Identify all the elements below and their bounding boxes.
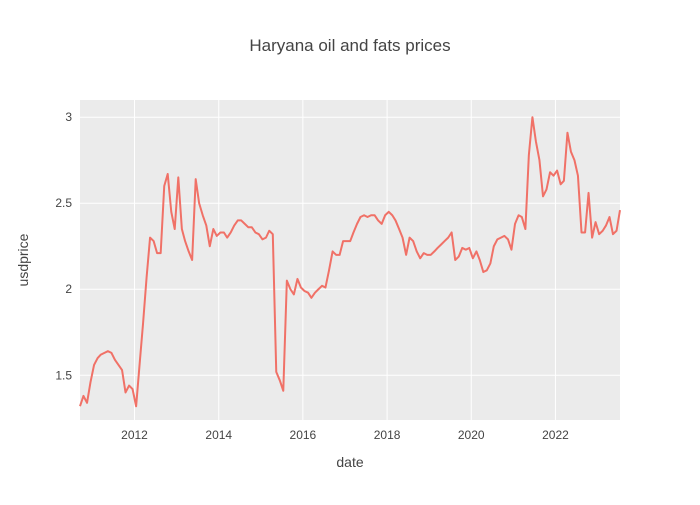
y-axis-title: usdprice [15, 233, 31, 286]
y-tick-label: 2.5 [55, 196, 72, 210]
x-tick-label: 2014 [205, 428, 232, 442]
x-tick-label: 2018 [374, 428, 401, 442]
tick-labels: 1.5 2 2.5 3 2012 2014 2016 2018 2020 2022 [55, 110, 569, 442]
x-axis-title: date [336, 454, 363, 470]
plot-area [80, 100, 620, 420]
y-tick-label: 1.5 [55, 368, 72, 382]
series-line [79, 116, 621, 408]
x-tick-label: 2012 [121, 428, 148, 442]
y-tick-label: 3 [65, 110, 72, 124]
x-tick-label: 2022 [542, 428, 569, 442]
x-tick-label: 2020 [458, 428, 485, 442]
series-layer [79, 116, 621, 408]
y-tick-label: 2 [65, 282, 72, 296]
chart-title: Haryana oil and fats prices [249, 36, 450, 55]
x-tick-label: 2016 [290, 428, 317, 442]
